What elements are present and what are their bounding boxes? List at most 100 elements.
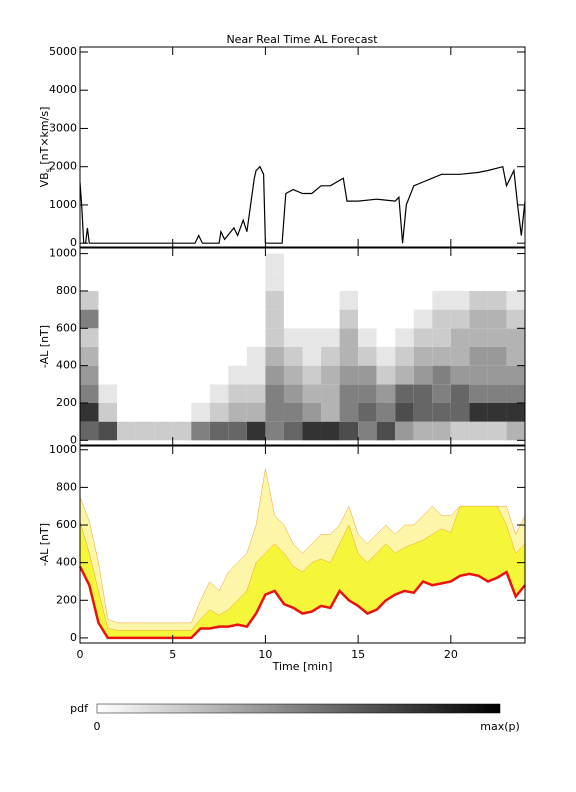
pdf-cell xyxy=(395,384,414,403)
pdf-cell xyxy=(98,421,118,441)
y-tick-label: 200 xyxy=(56,593,77,606)
pdf-cell xyxy=(469,365,488,385)
y-tick-label: 600 xyxy=(56,321,77,334)
pdf-cell xyxy=(246,384,266,403)
pdf-cell xyxy=(135,253,155,273)
pdf-cell xyxy=(172,253,192,273)
pdf-cell xyxy=(339,253,359,273)
pdf-cell xyxy=(413,309,433,329)
pdf-cell xyxy=(506,346,525,366)
y-tick-label: 1000 xyxy=(49,443,77,456)
pdf-cell xyxy=(487,402,507,422)
pdf-cell xyxy=(376,253,396,273)
pdf-cell xyxy=(172,402,192,422)
pdf-cell xyxy=(339,328,359,347)
colorbar-label: pdf xyxy=(70,702,89,715)
pdf-cell xyxy=(283,328,303,347)
pdf-cell xyxy=(209,309,229,329)
pdf-cell xyxy=(209,402,229,422)
pdf-cell xyxy=(376,290,396,310)
panel xyxy=(80,253,525,441)
pdf-cell xyxy=(469,328,488,347)
pdf-cell xyxy=(395,421,414,441)
y-tick-label: 400 xyxy=(56,556,77,569)
y-axis-label: VBs [nT×km/s] xyxy=(38,107,53,188)
pdf-cell xyxy=(246,365,266,385)
median-line xyxy=(78,565,526,640)
pdf-cell xyxy=(191,309,210,329)
pdf-cell xyxy=(376,421,396,441)
pdf-cell xyxy=(302,365,322,385)
pdf-cell xyxy=(395,365,414,385)
pdf-cell xyxy=(432,309,451,329)
pdf-cell xyxy=(265,290,284,310)
pdf-cell xyxy=(450,309,470,329)
pdf-cell xyxy=(376,384,396,403)
pdf-cell xyxy=(154,328,173,347)
pdf-cell xyxy=(246,272,266,291)
pdf-cell xyxy=(228,384,247,403)
pdf-cell xyxy=(432,346,451,366)
pdf-cell xyxy=(117,272,136,291)
pdf-cell xyxy=(376,346,396,366)
pdf-cell xyxy=(358,272,377,291)
pdf-cell xyxy=(450,253,470,273)
pdf-cell xyxy=(135,346,155,366)
pdf-cell xyxy=(246,346,266,366)
pdf-cell xyxy=(98,328,118,347)
pdf-cell xyxy=(302,290,322,310)
pdf-cell xyxy=(450,328,470,347)
pdf-cell xyxy=(209,346,229,366)
y-tick-label: 800 xyxy=(56,284,77,297)
pdf-cell xyxy=(209,290,229,310)
pdf-cell xyxy=(154,290,173,310)
y-axis-label: -AL [nT] xyxy=(38,325,51,368)
pdf-cell xyxy=(321,402,340,422)
pdf-cell xyxy=(154,365,173,385)
pdf-cell xyxy=(395,272,414,291)
pdf-cell xyxy=(487,365,507,385)
pdf-cell xyxy=(376,402,396,422)
pdf-cell xyxy=(395,290,414,310)
pdf-cell xyxy=(191,346,210,366)
pdf-cell xyxy=(339,346,359,366)
pdf-cell xyxy=(302,384,322,403)
pdf-cell xyxy=(321,272,340,291)
pdf-cell xyxy=(191,384,210,403)
pdf-cell xyxy=(246,421,266,441)
pdf-cell xyxy=(283,402,303,422)
pdf-cell xyxy=(228,272,247,291)
x-tick-label: 20 xyxy=(444,648,458,661)
pdf-cell xyxy=(80,365,99,385)
x-axis-label: Time [min] xyxy=(272,660,333,673)
pdf-cell xyxy=(506,272,525,291)
pdf-cell xyxy=(506,328,525,347)
y-tick-label: 1000 xyxy=(49,247,77,260)
pdf-cell xyxy=(191,272,210,291)
pdf-cell xyxy=(376,309,396,329)
pdf-cell xyxy=(246,402,266,422)
y-axis-label-part: [nT×km/s] xyxy=(38,107,51,169)
pdf-cell xyxy=(283,253,303,273)
pdf-cell xyxy=(506,309,525,329)
pdf-cell xyxy=(135,290,155,310)
pdf-cell xyxy=(228,290,247,310)
pdf-cell xyxy=(339,402,359,422)
pdf-cell xyxy=(228,346,247,366)
pdf-cell xyxy=(432,384,451,403)
pdf-cell xyxy=(191,253,210,273)
pdf-cell xyxy=(469,309,488,329)
pdf-cell xyxy=(117,253,136,273)
pdf-cell xyxy=(321,384,340,403)
pdf-cell xyxy=(450,272,470,291)
pdf-cell xyxy=(117,309,136,329)
panel-frame xyxy=(79,445,526,644)
pdf-cell xyxy=(450,290,470,310)
pdf-cell xyxy=(469,384,488,403)
panel xyxy=(78,468,526,640)
pdf-cell xyxy=(117,290,136,310)
pdf-cell xyxy=(413,328,433,347)
pdf-cell xyxy=(191,328,210,347)
y-axis-label-part: s xyxy=(44,168,53,172)
